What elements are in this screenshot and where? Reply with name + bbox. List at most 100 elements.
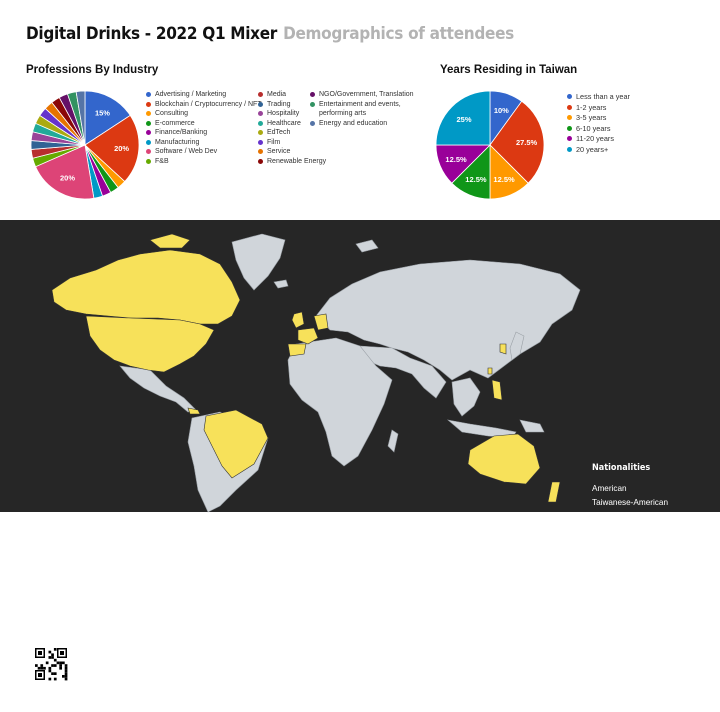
nationality-item: British — [592, 538, 615, 547]
legend-swatch — [258, 92, 263, 97]
page-title: Digital Drinks - 2022 Q1 Mixer Demographi… — [26, 24, 514, 44]
map-uk — [291, 311, 305, 329]
map-papua — [519, 419, 545, 433]
pie-slice-20-years- — [435, 90, 491, 146]
nationality-item: Panamanian — [592, 659, 638, 669]
pie-data-label: 20% — [60, 173, 75, 182]
legend-swatch — [146, 101, 151, 107]
legend-swatch — [567, 146, 572, 152]
years-legend: Less than a year 1-2 years 3-5 years 6-10 y… — [567, 92, 630, 155]
nationality-item: Spanish — [592, 686, 622, 696]
legend-label: F&B — [155, 157, 169, 165]
map-korea — [499, 343, 507, 355]
legend-swatch — [310, 101, 315, 107]
pie-slice-1-2-years — [489, 100, 545, 184]
pie-data-label: 12.5% — [493, 175, 515, 184]
years-pie-chart: 10% 27.5% 12.5% 12.5% 12.5% 25% — [435, 90, 545, 200]
legend-label: Healthcare — [267, 119, 301, 127]
nationality-item: New Zealander — [592, 646, 648, 655]
map-south-asia — [359, 345, 447, 399]
legend-swatch — [258, 130, 263, 135]
legend-swatch — [567, 115, 572, 120]
map-central-america — [119, 365, 197, 413]
site-url: TaiwanDigitalDrinks.com — [33, 683, 110, 690]
legend-item: Renewable Energy — [258, 157, 326, 167]
legend-swatch — [567, 94, 572, 99]
nationality-item: Australian — [592, 511, 629, 520]
legend-label: Media — [267, 91, 287, 98]
world-map — [51, 233, 581, 513]
legend-label: NGO/Government, Translation — [319, 91, 414, 98]
legend-item: 11-20 years — [567, 134, 630, 145]
legend-swatch — [146, 111, 151, 116]
map-usa — [85, 315, 215, 373]
map-panama — [187, 407, 201, 415]
pie-data-label: 10% — [494, 106, 509, 115]
nationality-item: German — [592, 605, 622, 615]
legend-swatch — [258, 149, 263, 154]
legend-item: Hospitality — [258, 109, 326, 119]
map-greenland — [231, 233, 286, 291]
legend-swatch — [258, 111, 263, 116]
legend-label: Manufacturing — [155, 138, 200, 146]
pie-data-label: 25% — [457, 115, 472, 124]
legend-item: E-commerce — [146, 119, 262, 129]
pie-data-label: 12.5% — [445, 155, 467, 164]
legend-item: NGO/Government, Translation — [310, 90, 425, 100]
legend-swatch — [567, 136, 572, 141]
legend-item: Trading — [258, 100, 326, 110]
legend-swatch — [146, 120, 151, 126]
legend-swatch — [567, 104, 572, 110]
nationalities-title: Nationalities — [592, 463, 651, 473]
legend-swatch — [146, 92, 151, 97]
legend-swatch — [310, 120, 315, 126]
title-subtitle: Demographics of attendees — [283, 24, 514, 44]
map-southeast-asia — [451, 377, 481, 417]
legend-item: Consulting — [146, 109, 262, 119]
legend-label: Finance/Banking — [155, 129, 208, 136]
map-france — [297, 327, 319, 345]
legend-label: Service — [267, 148, 291, 155]
legend-item: Service — [258, 147, 326, 157]
professions-legend-col2: Media Trading Hospitality Healthcare EdTech F… — [258, 90, 326, 166]
legend-swatch — [146, 130, 151, 135]
map-iceland — [273, 279, 289, 289]
legend-item: EdTech — [258, 128, 326, 138]
legend-label: Blockchain / Cryptocurrency / NFT — [155, 100, 262, 108]
legend-item: Less than a year — [567, 92, 630, 103]
legend-label: Hospitality — [267, 110, 300, 117]
legend-label: Software / Web Dev — [155, 148, 218, 155]
legend-label: EdTech — [267, 129, 291, 136]
pie-slice-software-web-dev — [35, 144, 95, 200]
legend-item: Entertainment and events, performing art… — [310, 100, 425, 119]
legend-label: 3-5 years — [576, 113, 607, 122]
map-canada-islands — [149, 233, 191, 249]
nationality-item: French — [592, 592, 618, 601]
map-new-zealand — [547, 481, 561, 503]
nationalities-list: American Taiwanese-American Australian Braz… — [592, 482, 668, 712]
nationality-item: Taiwanese — [592, 700, 631, 709]
legend-item: Manufacturing — [146, 138, 262, 148]
legend-label: Energy and education — [319, 119, 388, 127]
nationality-item: Danish — [592, 578, 618, 588]
legend-swatch — [258, 101, 263, 107]
map-brazil — [203, 409, 269, 479]
nationality-item: Taiwanese-American — [592, 497, 668, 507]
pie-slice-advertising-marketing — [84, 90, 131, 146]
legend-label: 20 years+ — [576, 144, 609, 154]
legend-swatch — [258, 158, 263, 164]
map-arctic-islands — [355, 239, 379, 253]
legend-label: E-commerce — [155, 119, 195, 127]
nationality-item: Philippines — [592, 673, 632, 682]
map-australia — [467, 433, 541, 485]
pie-slice-energy-and-education — [75, 90, 86, 146]
pie-data-label: 12.5% — [465, 175, 487, 184]
legend-label: Less than a year — [576, 92, 630, 101]
map-panel: Nationalities American Taiwanese-American… — [0, 220, 720, 709]
legend-swatch — [258, 120, 263, 126]
legend-label: 6-10 years — [576, 123, 611, 133]
legend-label: Trading — [267, 100, 291, 108]
professions-legend-col1: Advertising / Marketing Blockchain / Cryp… — [146, 90, 262, 166]
legend-label: 1-2 years — [576, 102, 607, 112]
professions-chart-title: Professions By Industry — [26, 64, 159, 76]
